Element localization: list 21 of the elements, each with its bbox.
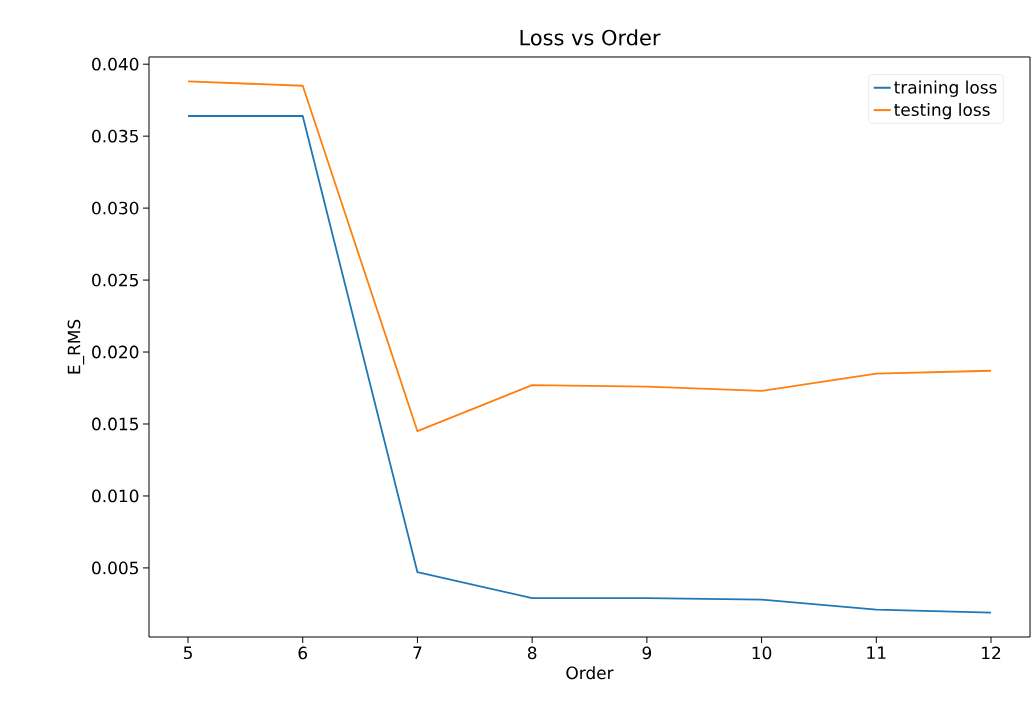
y-tick-label: 0.010 <box>92 489 139 503</box>
chart-title: Loss vs Order <box>520 29 661 46</box>
x-tick-label: 8 <box>527 646 537 660</box>
x-tick-label: 7 <box>413 646 422 659</box>
x-axis-title: Order <box>566 666 614 680</box>
x-tick-label: 6 <box>298 646 308 660</box>
y-axis-title: E_RMS <box>67 319 85 374</box>
legend-label: testing loss <box>894 102 990 120</box>
y-tick-label: 0.020 <box>92 345 139 359</box>
y-tick-label: 0.005 <box>92 561 138 575</box>
x-tick-label: 12 <box>982 646 1001 660</box>
x-tick-label: 10 <box>752 646 772 660</box>
y-tick-label: 0.035 <box>92 129 138 143</box>
x-tick-label: 5 <box>183 646 192 660</box>
y-tick-label: 0.015 <box>92 417 138 431</box>
y-tick-label: 0.025 <box>92 273 138 287</box>
x-tick-label: 11 <box>867 646 886 659</box>
y-tick-label: 0.040 <box>92 57 139 71</box>
legend-label: training loss <box>894 80 997 97</box>
x-tick-label: 9 <box>642 646 652 660</box>
y-tick-label: 0.030 <box>92 201 139 215</box>
